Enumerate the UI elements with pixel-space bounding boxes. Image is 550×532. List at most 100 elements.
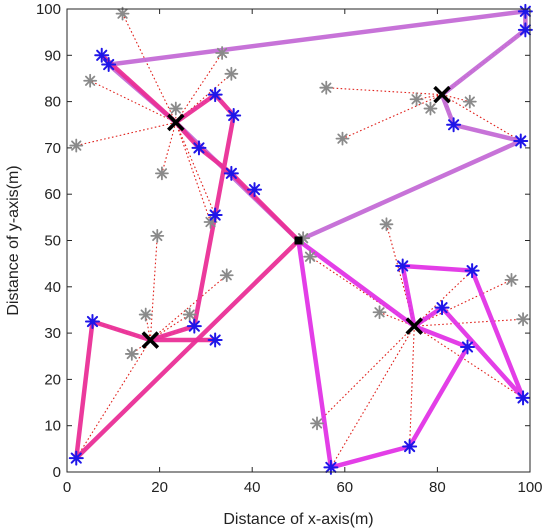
axes-group [66, 8, 531, 473]
sink-marker-group [294, 236, 303, 245]
node-marker-9-stroke-3 [209, 209, 221, 221]
sensor-marker-11 [462, 94, 477, 109]
node-marker-16-stroke-3 [397, 260, 409, 272]
x-tick-label-2: 40 [244, 479, 261, 496]
sensor-marker-8 [335, 131, 350, 146]
cluster-link-20 [149, 235, 158, 341]
node-marker-0 [517, 3, 533, 19]
y-tick-label-1: 10 [44, 418, 61, 435]
node-marker-5 [226, 107, 242, 123]
node-marker-15 [68, 450, 84, 466]
sensor-marker-22 [504, 272, 519, 287]
sensor-marker-14 [219, 268, 234, 283]
cluster-head-stroke-b-3 [405, 317, 424, 335]
node-marker-8 [247, 182, 263, 198]
node-marker-0-stroke-3 [519, 5, 531, 17]
sensor-marker-1-stroke-3 [85, 75, 96, 86]
cluster-link-36 [413, 325, 524, 399]
cluster-link-24 [149, 274, 228, 341]
sensor-marker-10-stroke-3 [425, 103, 436, 114]
cluster-link-25 [75, 339, 151, 459]
x-tick-label-1: 20 [151, 479, 168, 496]
x-tick-label-3: 60 [336, 479, 353, 496]
node-marker-10 [446, 117, 462, 133]
node-marker-16 [395, 258, 411, 274]
sensor-marker-0 [115, 6, 130, 21]
sensor-marker-9-stroke-3 [411, 94, 422, 105]
sensor-marker-24-stroke-3 [311, 418, 323, 429]
x-tick-label-5: 100 [517, 479, 542, 496]
sensor-marker-2 [215, 46, 230, 60]
node-marker-1-stroke-3 [519, 24, 531, 36]
node-marker-3-stroke-3 [103, 58, 115, 71]
node-marker-12 [84, 314, 100, 330]
node-marker-17-stroke-3 [466, 264, 478, 277]
sensor-marker-0-stroke-3 [117, 8, 128, 19]
cluster-head-marker-3 [405, 317, 424, 335]
node-marker-5-stroke-3 [228, 109, 240, 122]
node-marker-8-stroke-3 [248, 183, 261, 196]
sink-marker [294, 236, 303, 245]
sensor-marker-21 [372, 305, 387, 320]
node-marker-7 [223, 165, 239, 181]
node-marker-21 [402, 439, 418, 455]
sensor-marker-22-stroke-3 [506, 274, 517, 285]
node-marker-11-stroke-3 [515, 135, 527, 147]
sensor-marker-3 [224, 66, 239, 81]
sensor-marker-1 [83, 73, 98, 88]
node-marker-11 [513, 133, 529, 149]
cluster-link-34 [330, 325, 415, 468]
cluster-link-35 [409, 326, 415, 447]
y-tick-label-2: 20 [44, 371, 61, 388]
sensor-marker-20-stroke-3 [381, 219, 392, 230]
cluster-link-0 [122, 13, 177, 123]
y-axis-title: Distance of y-axis(m) [5, 165, 22, 315]
y-tick-label-10: 100 [36, 1, 61, 18]
sensor-marker-10 [423, 101, 438, 116]
cluster-link-16 [441, 94, 470, 103]
node-marker-20 [515, 390, 531, 406]
sensor-marker-17 [124, 347, 139, 361]
node-marker-10-stroke-3 [448, 119, 460, 131]
sensor-marker-4-stroke-3 [170, 103, 181, 114]
sensor-marker-12-stroke-3 [152, 230, 163, 242]
sensor-marker-3-stroke-3 [226, 68, 237, 79]
sensor-marker-23 [516, 312, 530, 327]
node-marker-6 [191, 140, 207, 156]
cluster-link-5 [76, 121, 176, 147]
cluster-link-12 [326, 87, 443, 96]
tick-label-group: 0 20 40 60 80 100 0 10 20 30 40 50 60 70 80 90 100 [36, 1, 543, 496]
node-marker-15-stroke-3 [70, 452, 82, 464]
sensor-marker-11-stroke-3 [464, 96, 475, 107]
sensor-marker-8-stroke-3 [337, 133, 348, 144]
sensor-marker-9 [409, 92, 424, 107]
cluster-head-marker-2 [141, 331, 160, 349]
sensor-marker-13-stroke-3 [205, 216, 216, 228]
sensor-marker-21-stroke-3 [374, 307, 385, 318]
y-tick-label-3: 30 [44, 325, 61, 342]
sensor-marker-5-stroke-3 [71, 140, 82, 151]
node-marker-13 [186, 318, 202, 334]
sensor-marker-15 [138, 307, 153, 322]
node-marker-20-stroke-3 [517, 392, 529, 404]
node-marker-18 [434, 300, 450, 316]
node-marker-19 [459, 339, 475, 355]
node-marker-6-stroke-3 [193, 142, 205, 154]
node-marker-13-stroke-3 [188, 320, 200, 332]
node-marker-21-stroke-3 [404, 440, 416, 453]
sensor-marker-17-stroke-3 [126, 348, 137, 360]
cluster-head-stroke-b-0 [167, 113, 185, 132]
sensor-marker-7 [319, 80, 334, 95]
cluster-link-2 [175, 52, 223, 123]
node-marker-2-stroke-3 [96, 49, 108, 61]
sensor-marker-5 [69, 138, 84, 153]
node-marker-17 [464, 263, 480, 279]
cluster-link-6 [161, 122, 177, 174]
cluster-link-33 [316, 325, 415, 424]
x-tick-label-0: 0 [63, 479, 71, 496]
x-tick-label-4: 80 [429, 479, 446, 496]
sensor-marker-16 [182, 307, 197, 322]
cluster-link-10 [175, 122, 216, 216]
cluster-head-marker-group [141, 85, 451, 349]
